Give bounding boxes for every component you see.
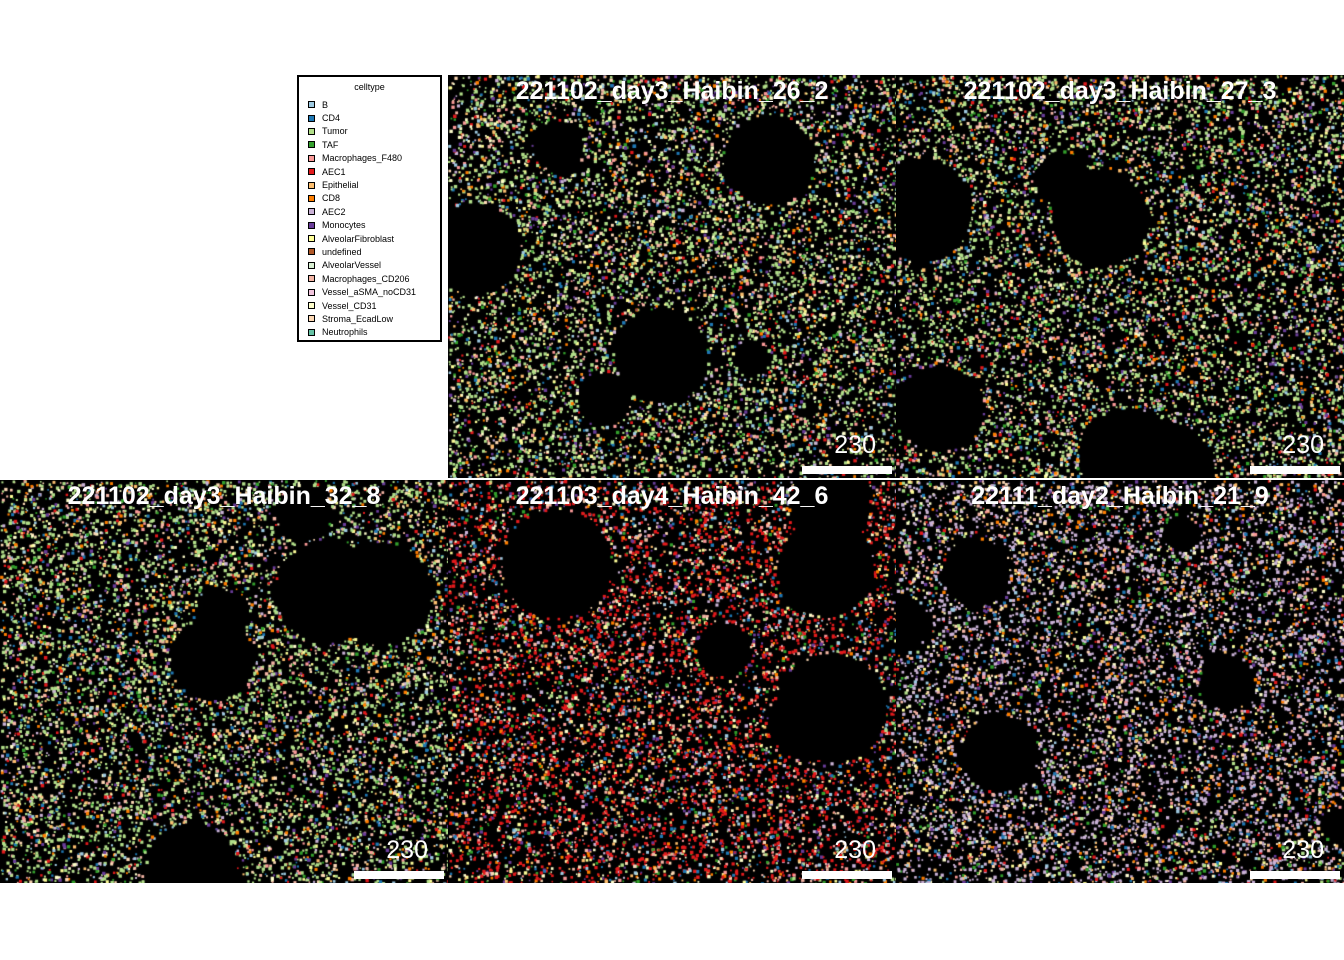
legend-key-swatch — [308, 221, 315, 229]
legend-item: AEC2 — [308, 205, 416, 218]
legend-item: AlveolarVessel — [308, 259, 416, 272]
panel-3: 221102_day3_Haibin_32_8 230 — [0, 480, 448, 883]
legend-key-swatch — [308, 208, 315, 216]
legend-key-swatch — [308, 194, 315, 202]
legend-item: Neutrophils — [308, 326, 416, 339]
panel-4-map — [448, 480, 896, 883]
panel-3-scale-label: 230 — [386, 836, 428, 864]
panel-5-scale-label: 230 — [1282, 836, 1324, 864]
legend-item: B — [308, 98, 416, 111]
legend-label: CD8 — [322, 193, 341, 204]
legend-key-swatch — [308, 235, 315, 243]
legend-label: Stroma_EcadLow — [322, 313, 394, 324]
legend-label: CD4 — [322, 113, 341, 124]
legend-item: CD4 — [308, 111, 416, 124]
legend-key-swatch — [308, 101, 315, 109]
legend-item: undefined — [308, 245, 416, 258]
legend-key-swatch — [308, 261, 315, 269]
panel-2-map — [896, 75, 1344, 478]
legend-item: Macrophages_F480 — [308, 152, 416, 165]
legend-key-swatch — [308, 114, 315, 122]
legend-label: undefined — [322, 246, 362, 257]
legend-label: Vessel_CD31 — [322, 300, 377, 311]
legend-title: celltype — [354, 82, 385, 92]
legend-key-swatch — [308, 127, 315, 135]
legend-item: Stroma_EcadLow — [308, 312, 416, 325]
legend-label: Macrophages_CD206 — [322, 273, 410, 284]
legend-key-swatch — [308, 168, 315, 176]
legend-label: Vessel_aSMA_noCD31 — [322, 287, 417, 298]
legend-key-swatch — [308, 141, 315, 149]
legend-item: Tumor — [308, 125, 416, 138]
legend-item: AlveolarFibroblast — [308, 232, 416, 245]
panel-3-scale-bar — [354, 871, 444, 879]
legend-label: Tumor — [322, 126, 348, 137]
legend-label: AEC1 — [322, 166, 346, 177]
panel-3-title: 221102_day3_Haibin_32_8 — [67, 482, 381, 510]
legend-label: Neutrophils — [322, 327, 368, 338]
legend-item: Monocytes — [308, 219, 416, 232]
panel-1-scale-bar — [802, 466, 892, 474]
legend-label: Monocytes — [322, 220, 366, 231]
legend-label: Macrophages_F480 — [322, 153, 403, 164]
legend-label: AlveolarVessel — [322, 260, 382, 271]
panel-5-map — [896, 480, 1344, 883]
panel-4-scale-label: 230 — [834, 836, 876, 864]
legend-item: CD8 — [308, 192, 416, 205]
legend-label: TAF — [322, 139, 339, 150]
legend-label: AlveolarFibroblast — [322, 233, 395, 244]
legend-key-swatch — [308, 275, 315, 283]
legend-items: B CD4 Tumor TAF Macrophages_F480 AEC1 Epitheli… — [308, 98, 416, 339]
panel-4-title: 221103_day4_Haibin_42_6 — [515, 482, 829, 510]
panel-2-scale-label: 230 — [1282, 431, 1324, 459]
legend-key-swatch — [308, 181, 315, 189]
legend-label: B — [322, 99, 329, 110]
legend-key-swatch — [308, 154, 315, 162]
panel-5-scale-bar — [1250, 871, 1340, 879]
panel-2-scale-bar — [1250, 466, 1340, 474]
legend-item: Vessel_CD31 — [308, 299, 416, 312]
legend-key-swatch — [308, 288, 315, 296]
legend-key-swatch — [308, 328, 315, 336]
panel-2: 221102_day3_Haibin_27_3 230 — [896, 75, 1344, 478]
legend-item: Macrophages_CD206 — [308, 272, 416, 285]
panel-3-map — [0, 480, 448, 883]
panel-1-map — [448, 75, 896, 478]
panel-1-title: 221102_day3_Haibin_26_2 — [515, 77, 829, 105]
panel-1-scale-label: 230 — [834, 431, 876, 459]
legend-label: AEC2 — [322, 206, 346, 217]
legend-item: Vessel_aSMA_noCD31 — [308, 285, 416, 298]
legend-key-swatch — [308, 302, 315, 310]
panel-2-title: 221102_day3_Haibin_27_3 — [963, 77, 1277, 105]
panel-5: 22111_day2_Haibin_21_9 230 — [896, 480, 1344, 883]
legend-key-swatch — [308, 248, 315, 256]
panel-5-title: 22111_day2_Haibin_21_9 — [971, 482, 1269, 510]
panel-1: 221102_day3_Haibin_26_2 230 — [448, 75, 896, 478]
legend-item: AEC1 — [308, 165, 416, 178]
celltype-legend: celltype B CD4 Tumor TAF Macrophages_F480 AEC… — [297, 75, 442, 342]
panel-4: 221103_day4_Haibin_42_6 230 — [448, 480, 896, 883]
panel-4-scale-bar — [802, 871, 892, 879]
legend-label: Epithelial — [322, 180, 359, 191]
legend-key-swatch — [308, 315, 315, 323]
legend-item: Epithelial — [308, 178, 416, 191]
legend-item: TAF — [308, 138, 416, 151]
